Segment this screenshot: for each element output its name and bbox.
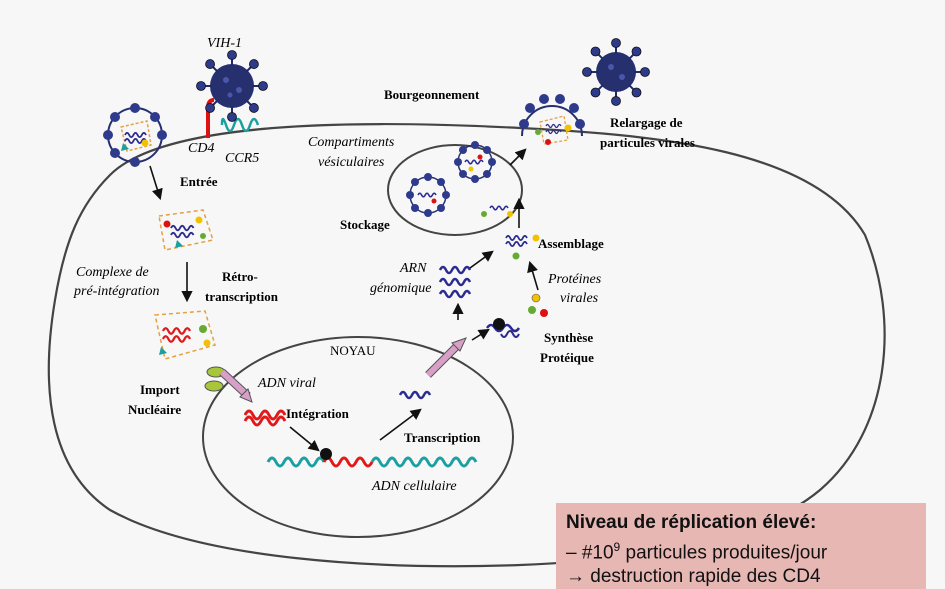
label-stockage: Stockage (340, 217, 390, 232)
label-relargage-1: Relargage de (610, 115, 683, 130)
label-arn-1: ARN (399, 261, 427, 276)
cell-membrane (47, 122, 886, 568)
label-arn-2: génomique (370, 281, 431, 296)
storage-vesicle (387, 144, 523, 236)
viral-dna (243, 409, 287, 427)
ribosome (485, 318, 521, 338)
label-assemblage: Assemblage (538, 236, 604, 251)
label-complexe-1: Complexe de (76, 265, 149, 280)
transcript-rna (398, 390, 432, 400)
label-integration: Intégration (286, 406, 350, 421)
note-line-1: – #109 particules produites/jour (566, 540, 828, 564)
label-relargage-2: particules virales (600, 135, 695, 150)
label-compartiments-1: Compartiments (308, 135, 395, 150)
label-retro-2: transcription (205, 289, 279, 304)
label-synthese-1: Synthèse (544, 330, 593, 345)
capsid-entry (158, 209, 214, 251)
label-adn-viral: ADN viral (257, 376, 316, 391)
label-bourgeonnement: Bourgeonnement (384, 87, 480, 102)
label-proteines-2: virales (560, 291, 599, 306)
genomic-rna (438, 265, 472, 299)
label-complexe-2: pré-intégration (73, 284, 160, 299)
flow-arrows (149, 148, 539, 452)
note-line-2: → destruction rapide des CD4 (566, 566, 821, 588)
entry-virion (103, 103, 167, 167)
label-import-2: Nucléaire (128, 402, 181, 417)
label-entree: Entrée (180, 174, 218, 189)
replication-note: Niveau de réplication élevé: – #109 part… (556, 503, 926, 589)
assembly (505, 234, 540, 260)
label-ccr5: CCR5 (225, 151, 259, 166)
stored-virion-2 (454, 141, 496, 183)
cellular-dna (266, 448, 478, 468)
label-retro-1: Rétro- (222, 269, 258, 284)
label-compartiments-2: vésiculaires (318, 155, 385, 170)
label-vih: VIH-1 (207, 36, 242, 51)
label-synthese-2: Protéique (540, 350, 594, 365)
nucleus (202, 336, 514, 538)
export-arrow (425, 337, 467, 378)
viral-proteins (528, 293, 548, 317)
import-arrow (219, 369, 253, 403)
note-title: Niveau de réplication élevé: (566, 512, 817, 533)
hiv-virion (195, 49, 269, 123)
vesicle-proteins (481, 205, 513, 217)
budding-virion (519, 94, 585, 145)
nuclear-pore (204, 366, 226, 392)
label-noyau: NOYAU (330, 343, 376, 358)
label-adn-cellulaire: ADN cellulaire (371, 479, 457, 494)
stored-virion-1 (406, 173, 450, 217)
ccr5-receptor (220, 117, 260, 133)
pre-integration-complex (154, 310, 216, 360)
label-cd4: CD4 (188, 141, 214, 156)
label-import-1: Import (140, 382, 180, 397)
label-proteines-1: Protéines (547, 272, 602, 287)
released-virion (581, 37, 651, 107)
label-transcription: Transcription (404, 430, 481, 445)
